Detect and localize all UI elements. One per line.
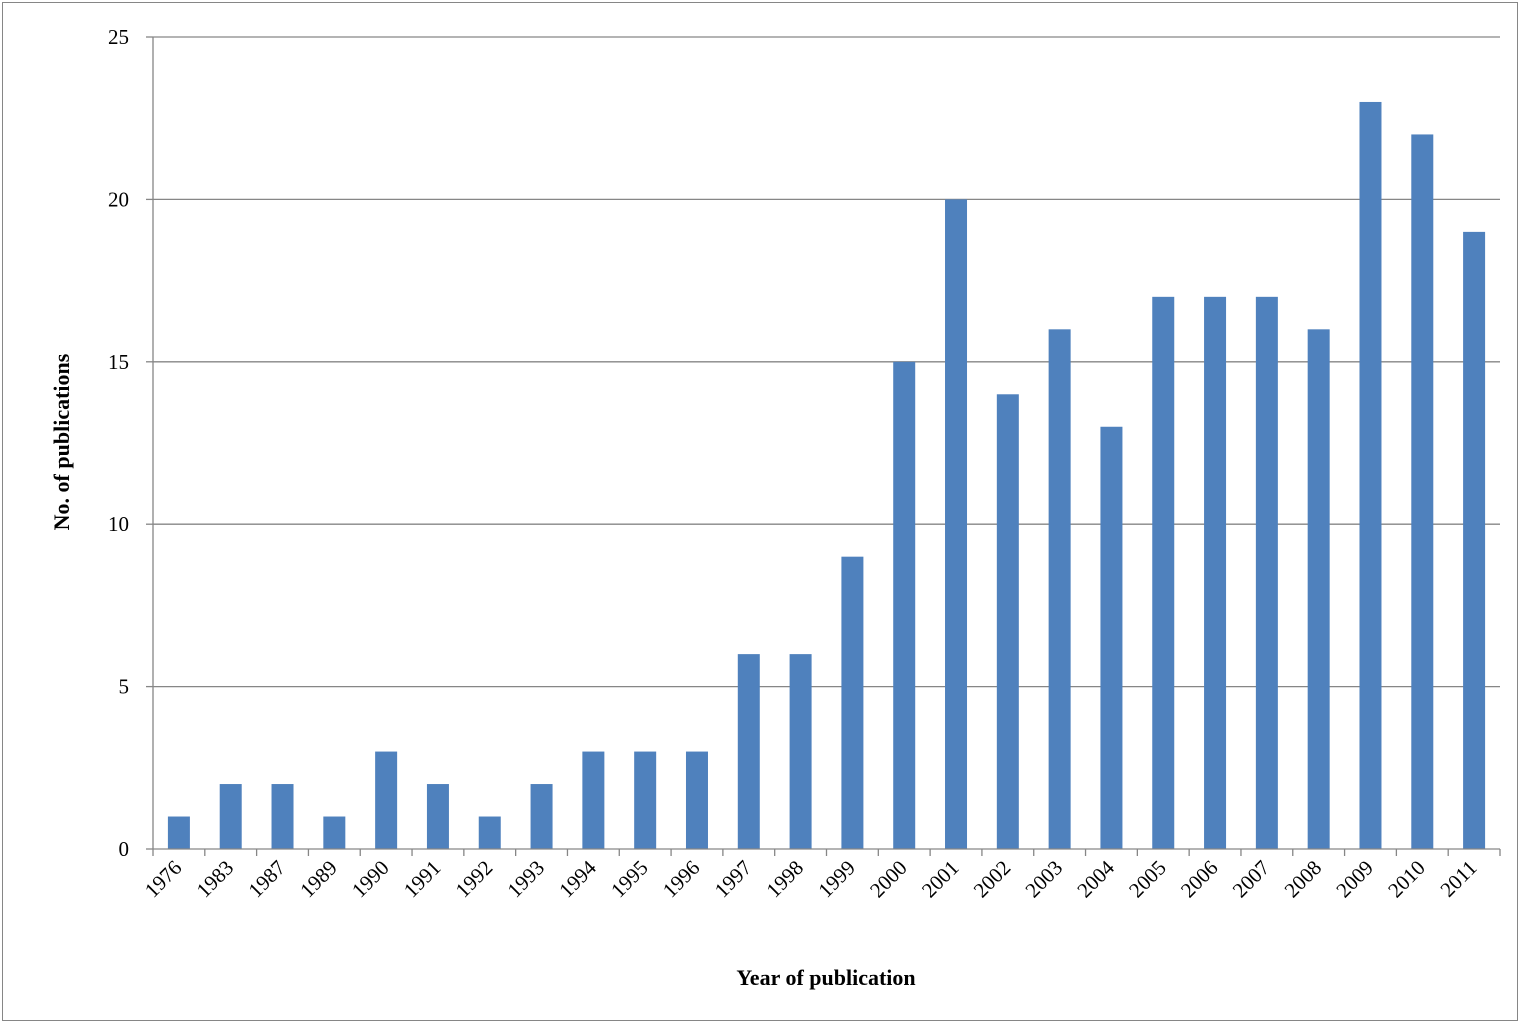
x-tick-label-2006: 2006: [1176, 856, 1223, 903]
x-tick-label-2000: 2000: [865, 856, 912, 903]
bar-1990: [375, 751, 398, 849]
bar-2007: [1255, 296, 1278, 850]
y-tick-label-0: 0: [119, 837, 130, 861]
bar-1996: [685, 751, 708, 849]
bar-1976: [167, 816, 190, 849]
x-tick-label-1995: 1995: [606, 856, 653, 903]
bar-1998: [789, 654, 812, 849]
y-tick-label-5: 5: [119, 675, 130, 699]
bar-2004: [1100, 426, 1123, 849]
x-tick-label-1998: 1998: [761, 856, 808, 903]
x-tick-label-2001: 2001: [917, 856, 964, 903]
x-axis-title: Year of publication: [736, 965, 915, 990]
bar-1993: [530, 784, 553, 849]
axes: [146, 36, 1501, 856]
y-tick-label-15: 15: [108, 350, 129, 374]
bar-1983: [219, 784, 242, 849]
x-tick-label-1983: 1983: [192, 856, 239, 903]
bar-2009: [1359, 101, 1382, 849]
bar-1995: [634, 751, 657, 849]
bar-1987: [271, 784, 294, 849]
bar-1989: [323, 816, 346, 849]
bar-2000: [893, 361, 916, 849]
y-tick-label-10: 10: [108, 512, 129, 536]
x-tick-label-2009: 2009: [1331, 856, 1378, 903]
bar-2008: [1307, 329, 1330, 849]
x-tick-label-1991: 1991: [399, 856, 446, 903]
x-tick-label-2011: 2011: [1436, 856, 1482, 902]
bar-1994: [582, 751, 605, 849]
bars: [167, 101, 1486, 850]
bar-2002: [996, 394, 1019, 849]
y-axis-title: No. of publications: [49, 353, 74, 530]
x-tick-label-1994: 1994: [554, 855, 601, 902]
x-tick-label-1990: 1990: [347, 856, 394, 903]
x-tick-label-2008: 2008: [1280, 856, 1327, 903]
x-tick-label-1976: 1976: [140, 856, 187, 903]
x-tick-label-1997: 1997: [710, 856, 757, 903]
bar-1999: [841, 556, 864, 849]
bar-2010: [1411, 134, 1434, 849]
x-tick-label-1996: 1996: [658, 856, 705, 903]
bar-1992: [478, 816, 501, 849]
x-tick-label-1993: 1993: [502, 856, 549, 903]
x-tick-label-2010: 2010: [1383, 856, 1430, 903]
y-tick-label-20: 20: [108, 187, 129, 211]
x-tick-label-2007: 2007: [1228, 856, 1275, 903]
bar-2006: [1204, 296, 1227, 850]
x-tick-label-1992: 1992: [451, 856, 498, 903]
bar-2011: [1463, 231, 1486, 849]
x-tick-labels: 1976 1983 1987 1989 1990 1991 1992 1993 1994 1995…: [140, 855, 1482, 902]
bar-2001: [945, 199, 968, 849]
x-tick-label-1999: 1999: [813, 856, 860, 903]
x-tick-label-2002: 2002: [969, 856, 1016, 903]
y-tick-labels: 0 5 10 15 20 25: [108, 25, 129, 861]
bar-1991: [426, 784, 449, 849]
x-tick-label-2005: 2005: [1124, 856, 1171, 903]
bar-2003: [1048, 329, 1071, 849]
bar-2005: [1152, 296, 1175, 850]
x-tick-label-2004: 2004: [1072, 855, 1119, 902]
x-tick-label-2003: 2003: [1021, 856, 1068, 903]
x-tick-label-1989: 1989: [295, 856, 342, 903]
bar-1997: [737, 654, 760, 849]
x-tick-label-1987: 1987: [243, 856, 290, 903]
gridlines: [153, 36, 1500, 688]
y-tick-label-25: 25: [108, 25, 129, 49]
